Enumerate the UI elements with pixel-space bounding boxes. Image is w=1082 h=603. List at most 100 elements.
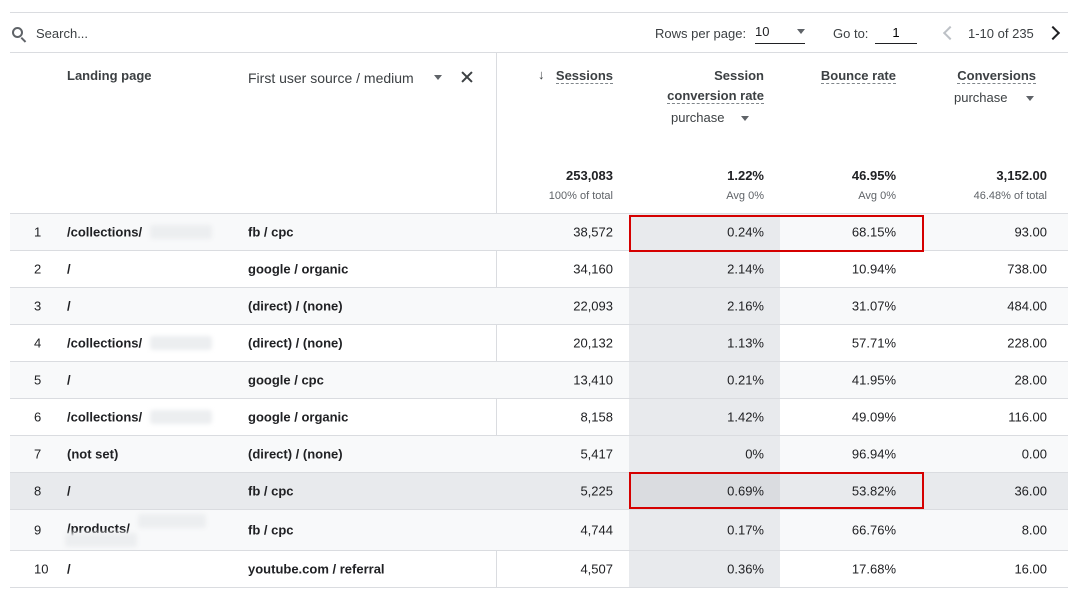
conversions-cell: 738.00 [1007,261,1047,277]
conversion-rate-cell: 0.21% [727,372,764,388]
conversions-event-filter[interactable]: purchase [954,90,1008,105]
column-header-first-user-source[interactable]: First user source / medium [248,70,414,86]
conversion-rate-band [629,251,780,287]
conversion-rate-band [629,325,780,361]
column-header-sessions[interactable]: Sessions [555,66,613,86]
close-icon[interactable] [461,71,473,83]
table-row[interactable]: 7 (not set) (direct) / (none) 5,417 0% 96.94%… [10,435,1068,472]
conversion-rate-cell: 0.24% [727,224,764,240]
chevron-down-icon[interactable] [741,116,749,121]
sessions-cell: 13,410 [573,372,613,388]
row-number: 4 [34,335,42,351]
table-row[interactable]: 2 / google / organic 34,160 2.14% 10.94% 738.0… [10,250,1068,287]
conversions-cell: 93.00 [1014,224,1047,240]
total-sessions-sub: 100% of total [548,190,613,202]
conversions-cell: 484.00 [1007,298,1047,314]
source-medium-cell: fb / cpc [248,522,294,538]
bounce-rate-cell: 10.94% [851,261,896,277]
column-header-session-conversion-rate[interactable]: Session conversion rate [667,66,764,106]
bounce-rate-cell: 17.68% [851,561,896,577]
redacted-path [150,410,212,424]
redacted-path [150,336,212,350]
session-conversion-label-1: Session [714,68,764,83]
chevron-down-icon[interactable] [1026,96,1034,101]
total-bounce-rate: 46.95% [851,168,896,183]
column-header-conversions[interactable]: Conversions [957,66,1036,86]
table-row[interactable]: 1/collections/fb / cpc 38,572 0.24% 68.15% 9… [10,213,1068,250]
column-header-bounce-rate[interactable]: Bounce rate [820,66,896,86]
row-number: 7 [34,446,42,462]
conversion-rate-cell: 0.17% [727,522,764,538]
conversion-rate-event-filter[interactable]: purchase [671,110,725,125]
conversion-rate-cell: 2.14% [727,261,764,277]
sessions-cell: 38,572 [573,224,613,240]
sessions-label: Sessions [555,68,613,84]
source-medium-cell: fb / cpc [248,224,294,240]
landing-page-cell[interactable]: /collections/ [67,409,143,425]
redacted-path [150,225,212,239]
total-conversions: 3,152.00 [996,168,1047,183]
conversion-rate-cell: 0.69% [727,483,764,499]
bounce-rate-cell: 31.07% [851,298,896,314]
conversions-cell: 116.00 [1008,409,1047,425]
go-to-input[interactable] [875,22,917,44]
conversion-rate-cell: 0.36% [727,561,764,577]
conversions-cell: 28.00 [1014,372,1047,388]
conversion-rate-cell: 1.42% [727,409,764,425]
conversion-rate-cell: 0% [745,446,764,462]
search-input[interactable] [36,24,236,42]
table-bottom-border [10,587,1068,588]
landing-page-cell[interactable]: / [67,298,71,314]
total-conversion-rate: 1.22% [727,168,764,183]
chevron-down-icon[interactable] [434,75,442,80]
chevron-down-icon [797,29,805,34]
table-row[interactable]: 6/collections/google / organic 8,158 1.42%… [10,398,1068,435]
go-to-label: Go to: [833,26,869,41]
bounce-rate-cell: 96.94% [851,446,896,462]
table-row[interactable]: 9/products/fb / cpc 4,744 0.17% 66.76% 8.00 [10,509,1068,550]
conversion-rate-band [629,362,780,398]
source-medium-cell: youtube.com / referral [248,561,385,577]
landing-page-cell[interactable]: / [67,372,71,388]
sessions-cell: 4,507 [580,561,613,577]
sessions-cell: 22,093 [573,298,613,314]
conversion-rate-band [629,399,780,435]
landing-page-cell[interactable]: / [67,261,71,277]
column-header-landing-page[interactable]: Landing page [67,68,152,83]
table-row[interactable]: 5 / google / cpc 13,410 0.21% 41.95% 28.00 [10,361,1068,398]
table-row[interactable]: 8 / fb / cpc 5,225 0.69% 53.82% 36.00 [10,472,1068,509]
rows-per-page-select[interactable]: 10 [755,22,805,44]
sort-descending-icon[interactable]: ↓ [538,67,545,82]
landing-page-cell[interactable]: / [67,483,71,499]
conversion-rate-band [629,510,780,550]
table-row[interactable]: 10 / youtube.com / referral 4,507 0.36% 17.68… [10,550,1068,587]
landing-page-cell[interactable]: (not set) [67,446,119,462]
landing-page-cell[interactable]: /collections/ [67,224,143,240]
bounce-rate-cell: 41.95% [851,372,896,388]
previous-page-icon[interactable] [942,25,958,41]
sessions-cell: 8,158 [580,409,613,425]
source-medium-cell: (direct) / (none) [248,335,343,351]
sessions-cell: 34,160 [573,261,613,277]
total-sessions: 253,083 [566,168,613,183]
source-medium-cell: google / organic [248,261,349,277]
row-number: 9 [34,522,42,538]
redacted-path [138,514,206,528]
landing-page-cell[interactable]: /products/ [67,521,130,536]
table-row[interactable]: 3 / (direct) / (none) 22,093 2.16% 31.07% 484.… [10,287,1068,324]
redacted-path [65,533,137,547]
page-range: 1-10 of 235 [968,26,1034,41]
conversions-cell: 228.00 [1007,335,1047,351]
landing-page-cell[interactable]: / [67,561,71,577]
table-row[interactable]: 4/collections/ (direct) / (none) 20,132 1.1… [10,324,1068,361]
session-conversion-label-2: conversion rate [667,88,764,104]
total-bounce-rate-sub: Avg 0% [858,190,896,202]
search-icon [12,27,23,38]
conversions-cell: 16.00 [1014,561,1047,577]
row-number: 6 [34,409,42,425]
total-conversions-sub: 46.48% of total [973,190,1047,202]
sessions-cell: 5,417 [580,446,613,462]
rows-per-page-label: Rows per page: [655,26,747,41]
next-page-icon[interactable] [1045,25,1061,41]
landing-page-cell[interactable]: /collections/ [67,335,143,351]
